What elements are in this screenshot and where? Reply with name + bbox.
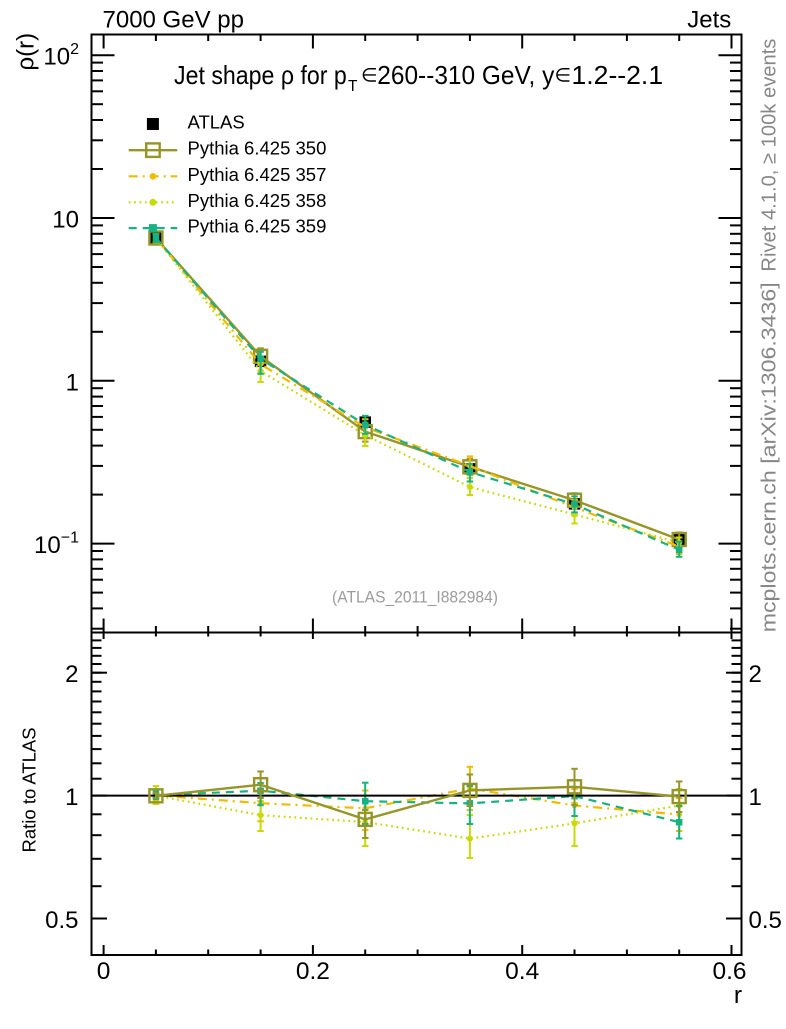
svg-text:1: 1 — [65, 784, 78, 811]
svg-text:260--310 GeV, y: 260--310 GeV, y — [377, 60, 554, 90]
svg-text:0.4: 0.4 — [505, 958, 539, 985]
svg-text:(ATLAS_2011_I882984): (ATLAS_2011_I882984) — [332, 588, 498, 607]
svg-text:2: 2 — [65, 661, 78, 688]
svg-text:1: 1 — [66, 369, 79, 396]
svg-text:ρ(r): ρ(r) — [13, 33, 40, 71]
svg-text:Rivet 4.1.0, ≥ 100k events: Rivet 4.1.0, ≥ 100k events — [758, 39, 781, 272]
svg-text:1.2--2.1: 1.2--2.1 — [572, 60, 664, 90]
svg-text:Jet shape ρ for p: Jet shape ρ for p — [174, 60, 347, 90]
svg-text:7000 GeV pp: 7000 GeV pp — [103, 7, 244, 34]
svg-text:Pythia 6.425 350: Pythia 6.425 350 — [188, 138, 327, 159]
svg-text:Jets: Jets — [687, 7, 731, 34]
svg-text:Pythia 6.425 357: Pythia 6.425 357 — [188, 164, 327, 185]
svg-text:2: 2 — [749, 661, 762, 688]
svg-text:0.5: 0.5 — [749, 907, 782, 934]
svg-text:r: r — [734, 982, 742, 1009]
svg-text:ATLAS: ATLAS — [188, 112, 245, 133]
svg-text:Pythia 6.425 359: Pythia 6.425 359 — [188, 216, 327, 237]
svg-text:0.6: 0.6 — [712, 958, 746, 985]
svg-text:T: T — [348, 78, 358, 95]
svg-text:Pythia 6.425 358: Pythia 6.425 358 — [188, 190, 327, 211]
svg-text:10: 10 — [52, 207, 79, 234]
svg-text:∈: ∈ — [361, 66, 378, 87]
svg-text:0.2: 0.2 — [296, 958, 330, 985]
svg-text:0.5: 0.5 — [45, 907, 78, 934]
svg-text:1: 1 — [749, 784, 762, 811]
svg-text:mcplots.cern.ch [arXiv:1306.34: mcplots.cern.ch [arXiv:1306.3436] — [758, 282, 781, 632]
svg-text:Ratio to ATLAS: Ratio to ATLAS — [19, 727, 40, 852]
svg-text:∈: ∈ — [555, 66, 572, 87]
svg-text:0: 0 — [97, 958, 111, 985]
